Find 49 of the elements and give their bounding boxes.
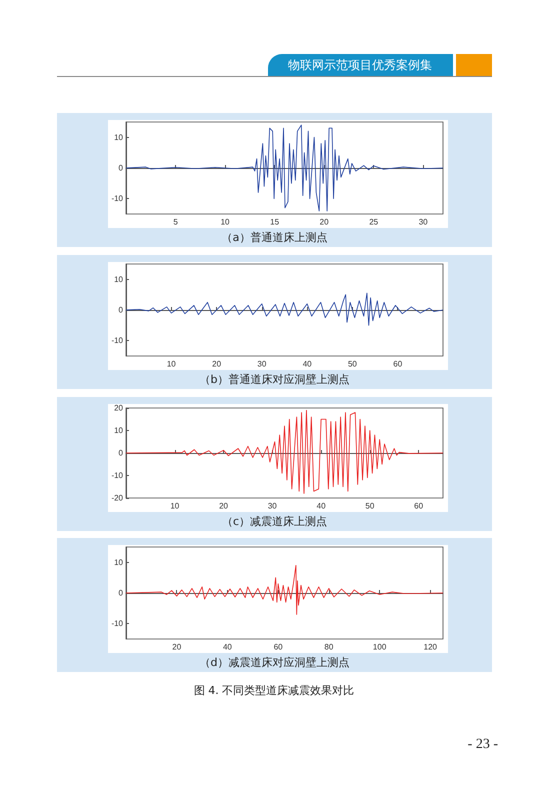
y-tick-label: 0 <box>118 448 124 458</box>
line-series <box>126 410 444 494</box>
x-tick-label: 10 <box>166 360 176 368</box>
y-tick-label: 0 <box>118 306 124 314</box>
y-tick-label: 0 <box>118 588 124 598</box>
x-tick-label: 80 <box>324 642 334 652</box>
y-tick-label: 0 <box>118 164 124 172</box>
x-tick-label: 20 <box>320 218 330 226</box>
line-series <box>126 565 444 615</box>
x-tick-label: 40 <box>302 360 312 368</box>
x-tick-label: 60 <box>274 642 284 652</box>
text: （c）减震道床上测点 <box>220 514 328 529</box>
y-tick-label: 10 <box>114 426 124 435</box>
x-tick-label: 25 <box>369 218 379 226</box>
x-tick-label: 10 <box>170 502 180 510</box>
x-tick-label: 50 <box>348 360 358 368</box>
y-tick-label: 10 <box>114 274 124 284</box>
y-tick-label: 10 <box>114 132 124 142</box>
x-tick-label: 15 <box>270 218 280 226</box>
text: （a）普通道床上测点 <box>220 230 328 245</box>
x-tick-label: 10 <box>220 218 230 226</box>
x-tick-label: 40 <box>222 642 232 652</box>
x-tick-label: 30 <box>268 502 278 510</box>
x-tick-label: 100 <box>372 642 387 652</box>
x-tick-label: 50 <box>365 502 375 510</box>
text: （b）普通道床对应洞壁上测点 <box>198 372 350 387</box>
x-tick-label: 20 <box>172 642 182 652</box>
x-tick-label: 20 <box>212 360 222 368</box>
x-tick-label: 30 <box>418 218 428 226</box>
y-tick-label: -10 <box>111 194 124 204</box>
text: - 23 - <box>468 737 498 753</box>
y-tick-label: 20 <box>114 404 124 412</box>
x-tick-label: 120 <box>424 642 438 652</box>
y-tick-label: -20 <box>111 494 124 502</box>
x-tick-label: 60 <box>414 502 424 510</box>
y-tick-label: -10 <box>111 336 124 346</box>
text: （d）减震道床对应洞壁上测点 <box>198 655 350 670</box>
x-tick-label: 60 <box>393 360 403 368</box>
line-series <box>126 292 444 326</box>
x-tick-label: 40 <box>316 502 326 510</box>
x-tick-label: 20 <box>219 502 229 510</box>
x-tick-label: 30 <box>257 360 267 368</box>
y-tick-label: -10 <box>111 471 124 480</box>
banner: 物联网示范项目优秀案例集 <box>268 54 453 76</box>
x-tick-label: 5 <box>173 218 178 226</box>
y-tick-label: -10 <box>111 619 124 628</box>
caption: 图 4. 不同类型道床减震效果对比 <box>192 683 356 698</box>
y-tick-label: 10 <box>114 558 124 567</box>
line-series <box>126 124 444 212</box>
